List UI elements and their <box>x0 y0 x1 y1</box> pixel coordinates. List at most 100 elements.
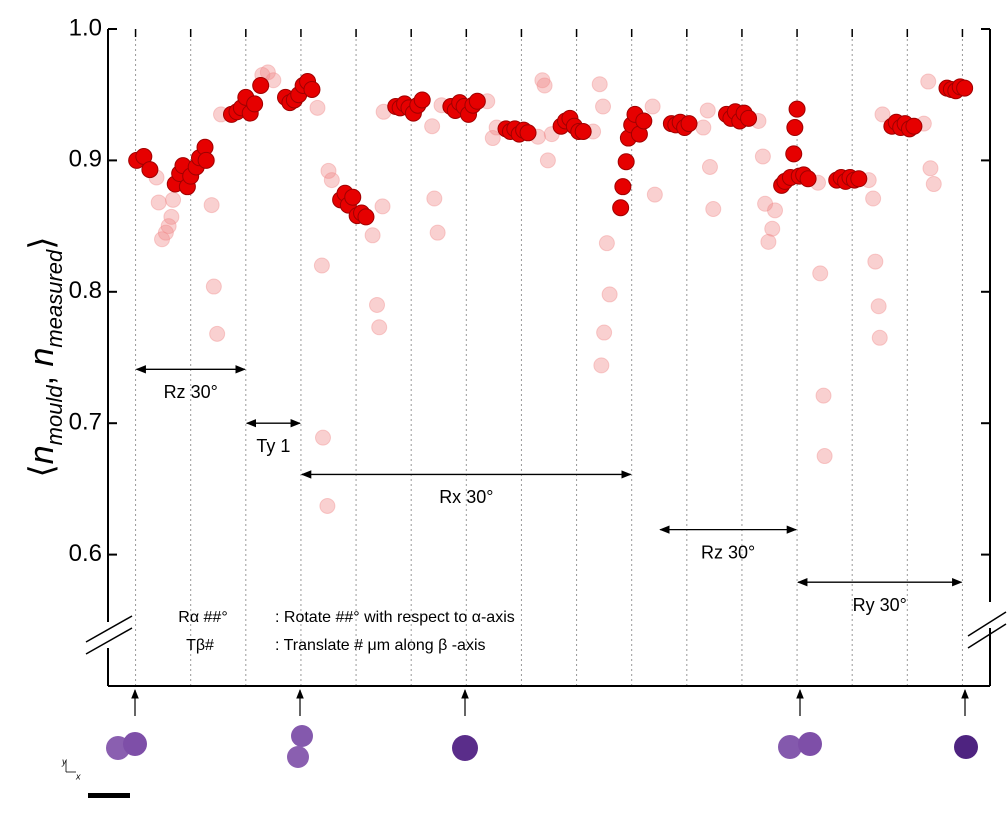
point <box>596 99 611 114</box>
point <box>315 430 330 445</box>
point <box>696 120 711 135</box>
point <box>681 116 697 132</box>
point <box>304 81 320 97</box>
point <box>310 100 325 115</box>
point <box>923 161 938 176</box>
point <box>375 199 390 214</box>
point <box>741 110 757 126</box>
annotations: Rz 30° Ty 1 Rx 30° Rz 30° Ry 30° <box>137 369 962 615</box>
point <box>868 254 883 269</box>
point <box>345 189 361 205</box>
y-label-part: n <box>23 445 61 464</box>
chart: ⟨nmould, nmeasured⟩ Rz 30°Ty 1Rx 30°Rz 3… <box>0 0 1007 819</box>
axes <box>86 29 1006 686</box>
point <box>871 299 886 314</box>
point <box>817 449 832 464</box>
point <box>706 202 721 217</box>
range-label: Rz 30° <box>701 542 755 562</box>
point <box>645 99 660 114</box>
point <box>800 171 816 187</box>
y-axis-label: ⟨nmould, nmeasured⟩ <box>23 236 67 477</box>
points <box>129 65 973 514</box>
point <box>700 103 715 118</box>
point <box>702 159 717 174</box>
y-tick-label: 1.0 <box>69 14 102 41</box>
point <box>537 78 552 93</box>
point <box>520 125 536 141</box>
cell <box>287 746 309 768</box>
point <box>599 236 614 251</box>
point <box>636 113 652 129</box>
point <box>592 77 607 92</box>
note-symbol: Tβ# <box>186 637 214 654</box>
point <box>540 153 555 168</box>
range-label: Rx 30° <box>439 487 493 507</box>
point <box>872 330 887 345</box>
y-tick-label: 0.6 <box>69 540 102 567</box>
point <box>602 287 617 302</box>
y-label-part: ⟩ <box>23 236 61 249</box>
point <box>427 191 442 206</box>
point <box>647 187 662 202</box>
point <box>370 297 385 312</box>
cell-images <box>66 690 978 798</box>
point <box>761 234 776 249</box>
note-symbol: Rα ##° <box>178 609 227 626</box>
point <box>615 179 631 195</box>
point <box>789 101 805 117</box>
point <box>253 78 269 94</box>
point <box>247 96 263 112</box>
point <box>324 173 339 188</box>
point <box>414 92 430 108</box>
y-label-part: , <box>23 367 61 386</box>
point <box>425 119 440 134</box>
point <box>372 320 387 335</box>
y-label-part: ⟨ <box>23 464 61 477</box>
point <box>575 123 591 139</box>
cell <box>123 732 147 756</box>
point <box>198 152 214 168</box>
scale-bar <box>88 793 130 798</box>
y-tick-label: 0.7 <box>69 409 102 436</box>
range-label: Ry 30° <box>853 595 907 615</box>
y-label-part: measured <box>42 249 67 348</box>
point <box>204 198 219 213</box>
range-label: Ty 1 <box>256 436 290 456</box>
point <box>787 120 803 136</box>
point <box>469 93 485 109</box>
point <box>365 228 380 243</box>
y-tick-label: 0.8 <box>69 277 102 304</box>
point <box>166 192 181 207</box>
cell <box>798 732 822 756</box>
point <box>768 203 783 218</box>
point <box>597 325 612 340</box>
cell <box>291 725 313 747</box>
cell <box>452 735 478 761</box>
legend-notes: Rα ##° : Rotate ##° with respect to α-ax… <box>178 609 514 654</box>
point <box>755 149 770 164</box>
point <box>142 162 158 178</box>
point <box>851 171 867 187</box>
point <box>210 326 225 341</box>
note-text: : Translate # μm along β -axis <box>275 637 486 654</box>
point <box>618 154 634 170</box>
point <box>921 74 936 89</box>
point <box>594 358 609 373</box>
point <box>813 266 828 281</box>
point <box>957 80 973 96</box>
point <box>613 200 629 216</box>
y-tick-label: 0.9 <box>69 146 102 173</box>
y-label-part: n <box>23 348 61 367</box>
point <box>906 118 922 134</box>
point <box>151 195 166 210</box>
point <box>786 146 802 162</box>
range-label: Rz 30° <box>164 382 218 402</box>
point <box>206 279 221 294</box>
point <box>320 498 335 513</box>
point <box>430 225 445 240</box>
cell <box>954 735 978 759</box>
axes-icon-label: y <box>61 756 67 766</box>
y-label-part: mould <box>42 385 67 446</box>
point <box>358 209 374 225</box>
axis-break <box>968 612 1006 636</box>
